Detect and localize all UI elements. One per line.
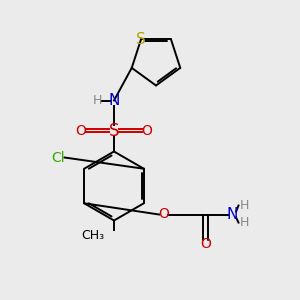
- Text: H: H: [93, 94, 102, 107]
- Text: Cl: Cl: [52, 151, 65, 164]
- Text: N: N: [227, 207, 238, 222]
- Text: H: H: [240, 216, 249, 229]
- Text: O: O: [142, 124, 152, 137]
- Text: N: N: [108, 93, 120, 108]
- Text: H: H: [240, 199, 249, 212]
- Text: S: S: [109, 122, 119, 140]
- Text: O: O: [158, 208, 169, 221]
- Text: CH₃: CH₃: [81, 229, 105, 242]
- Text: S: S: [136, 32, 146, 47]
- Text: O: O: [200, 238, 211, 251]
- Text: O: O: [76, 124, 86, 137]
